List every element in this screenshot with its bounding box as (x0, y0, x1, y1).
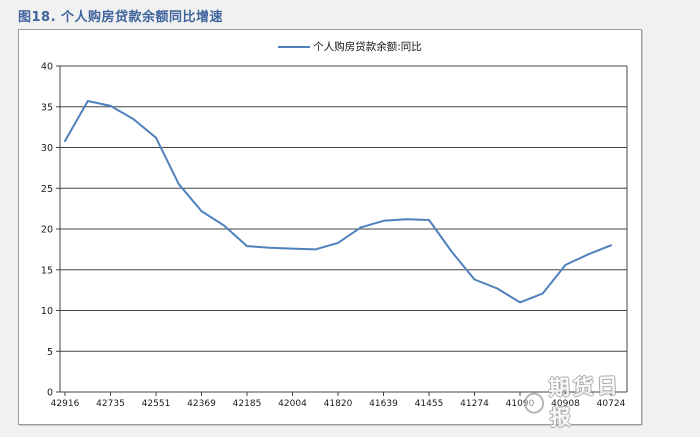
y-gridlines-and-labels: 0 5 10 15 20 25 30 35 40 (41, 62, 627, 399)
svg-text:40724: 40724 (597, 399, 626, 409)
svg-text:42735: 42735 (96, 399, 125, 409)
axes (59, 66, 628, 393)
svg-text:42369: 42369 (187, 399, 216, 409)
svg-text:10: 10 (41, 306, 53, 317)
svg-text:0: 0 (47, 388, 53, 399)
svg-text:42004: 42004 (278, 399, 307, 409)
x-ticks-and-labels: 42916 42735 42551 42369 42185 42004 41820 41639… (51, 392, 626, 409)
svg-text:42916: 42916 (51, 399, 80, 409)
chart-legend: 个人购房贷款余额:同比 (19, 39, 641, 54)
series-line (64, 100, 612, 304)
svg-text:42185: 42185 (233, 399, 262, 409)
svg-text:41455: 41455 (415, 399, 444, 409)
svg-text:42551: 42551 (142, 399, 171, 409)
svg-text:15: 15 (41, 265, 53, 276)
svg-text:30: 30 (41, 143, 53, 154)
svg-text:20: 20 (41, 225, 53, 236)
legend-label: 个人购房贷款余额:同比 (313, 41, 422, 53)
svg-text:41274: 41274 (460, 399, 489, 409)
svg-text:41639: 41639 (369, 399, 398, 409)
svg-text:40: 40 (41, 62, 53, 73)
svg-text:35: 35 (41, 102, 53, 113)
legend-line-sample (278, 45, 311, 48)
figure-title: 图18. 个人购房贷款余额同比增速 (18, 10, 224, 25)
svg-text:5: 5 (47, 347, 53, 358)
line-chart: 0 5 10 15 20 25 30 35 40 42916 42735 42551 42369 4218… (19, 30, 641, 424)
svg-text:25: 25 (41, 184, 53, 195)
svg-text:41820: 41820 (324, 399, 353, 409)
svg-text:40908: 40908 (551, 399, 580, 409)
chart-frame: 0 5 10 15 20 25 30 35 40 42916 42735 42551 42369 4218… (18, 29, 642, 430)
svg-text:41090: 41090 (506, 399, 535, 409)
